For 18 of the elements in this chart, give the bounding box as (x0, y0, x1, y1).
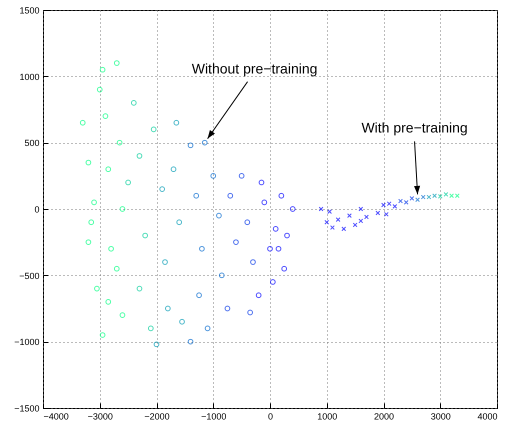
x-tick-label: 1000 (317, 412, 338, 422)
y-tick-label: 500 (24, 138, 40, 148)
x-tick-label: −1000 (201, 412, 226, 422)
y-tick-label: −1500 (14, 404, 40, 414)
x-tick-label: −4000 (44, 412, 69, 422)
x-tick-label: −3000 (88, 412, 113, 422)
y-tick-label: 1000 (19, 72, 40, 82)
x-tick-label: 4000 (477, 412, 498, 422)
y-tick-label: −1000 (14, 337, 40, 348)
x-tick-label: −2000 (144, 412, 170, 422)
x-tick-label: 3000 (430, 412, 451, 422)
y-tick-label: 0 (34, 204, 40, 214)
x-tick-label: 2000 (374, 412, 394, 422)
x-tick-label: 0 (268, 412, 274, 422)
y-tick-label: 1500 (19, 6, 40, 16)
y-tick-label: −500 (19, 270, 40, 281)
annotation: With pre−training (361, 119, 468, 136)
annotation: Without pre−training (192, 60, 318, 77)
